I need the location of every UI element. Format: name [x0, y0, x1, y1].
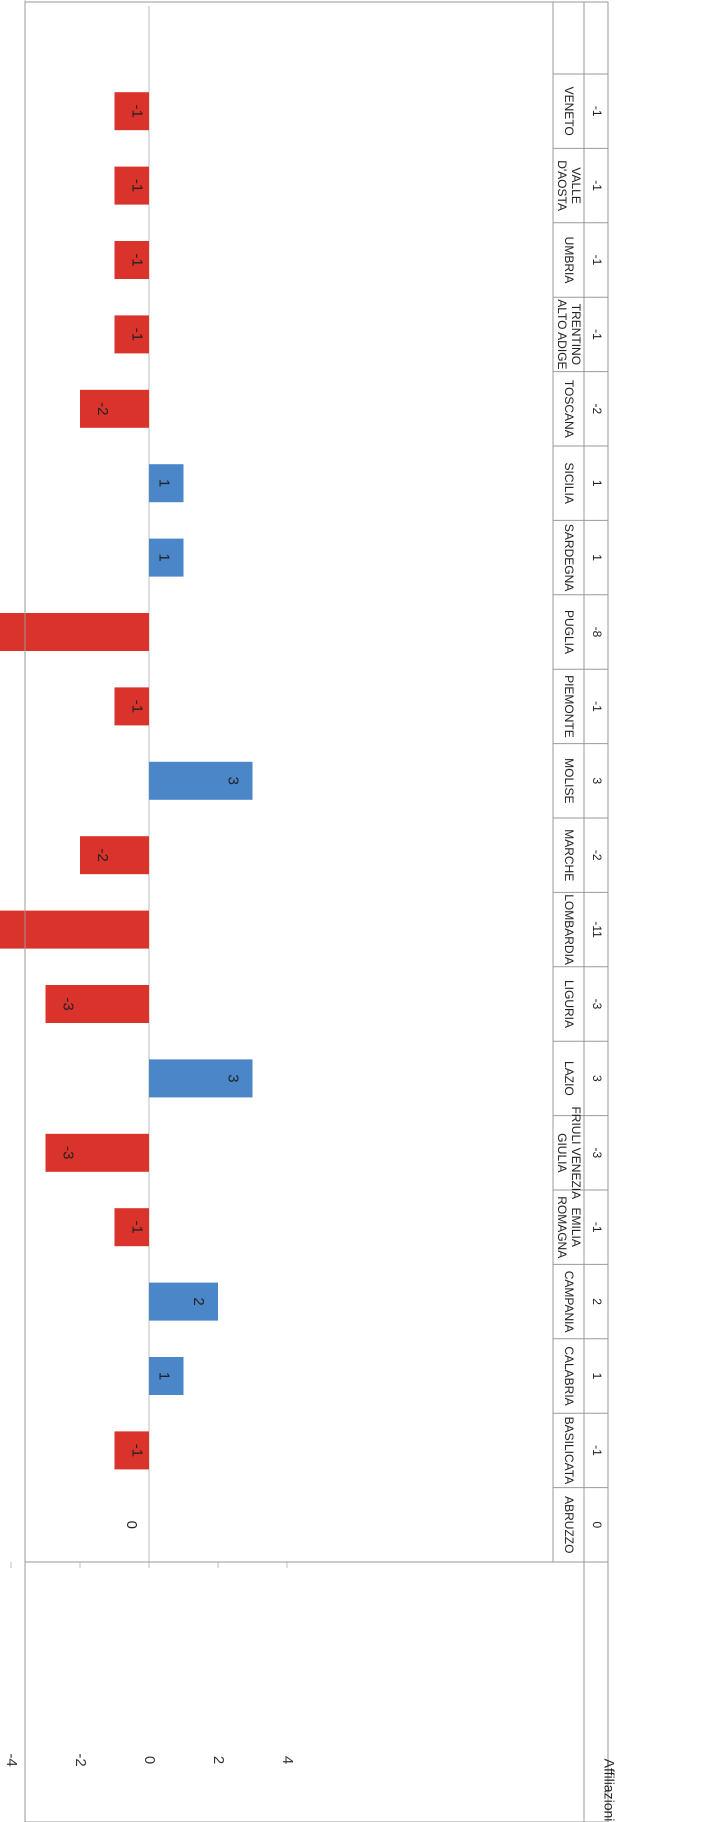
category-label: EMILIAROMAGNA [555, 1196, 583, 1258]
data-label: -3 [60, 1146, 77, 1159]
bar-veneto [114, 92, 149, 131]
category-label: LIGURIA [562, 980, 576, 1028]
table-frame-bottom [24, 1561, 609, 1822]
bar-friuli-venezia-giulia [45, 1133, 149, 1172]
table-value: -3 [590, 999, 604, 1010]
bar-puglia [0, 613, 149, 651]
table-frame [24, 1, 609, 1563]
data-label: 3 [225, 777, 242, 785]
category-label: FRIULI VENEZIAGIULIA [555, 1106, 583, 1199]
y-tick-label: 0 [141, 1756, 158, 1764]
category-label: LOMBARDIA [562, 894, 576, 965]
category-label: PIEMONTE [562, 675, 576, 738]
category-label: PUGLIA [562, 610, 576, 654]
table-value: -1 [590, 180, 604, 191]
bar-sicilia [149, 464, 184, 503]
bar-liguria [45, 985, 149, 1023]
table-value: 3 [590, 777, 604, 784]
category-label: UMBRIA [562, 237, 576, 284]
data-label: -1 [129, 1221, 146, 1234]
data-label: -2 [94, 849, 111, 862]
table-value: 3 [590, 1075, 604, 1082]
data-label: 3 [225, 1074, 242, 1082]
category-label: VENETO [562, 87, 576, 136]
y-tick-label: 2 [210, 1756, 227, 1764]
data-label: -2 [94, 402, 111, 415]
data-label: 1 [156, 479, 173, 487]
category-label: TRENTINOALTO ADIGE [555, 299, 583, 369]
bar-calabria [149, 1357, 184, 1395]
category-label: MARCHE [562, 829, 576, 881]
data-label: -1 [129, 253, 146, 266]
table-value: -1 [590, 1222, 604, 1233]
category-label: BASILICATA [562, 1417, 576, 1485]
table-value: -1 [590, 1445, 604, 1456]
bar-trentino-alto-adige [114, 315, 149, 354]
bar-lombardia [0, 910, 149, 949]
bar-basilicata [114, 1431, 149, 1470]
table-value: -8 [590, 627, 604, 638]
category-label: MOLISE [562, 758, 576, 803]
bar-campania [149, 1282, 218, 1321]
bar-valle-d-aosta [114, 166, 149, 205]
table-value: 1 [590, 554, 604, 561]
table-row-label: Affiliazioni [601, 1759, 617, 1822]
data-label: 1 [156, 1372, 173, 1380]
table-value: 0 [590, 1521, 604, 1528]
data-label: 0 [123, 1521, 140, 1529]
category-label: LAZIO [562, 1061, 576, 1096]
table-value: -11 [590, 921, 604, 938]
bar-emilia-romagna [114, 1208, 149, 1247]
table-value: -1 [590, 106, 604, 117]
data-label: -1 [129, 700, 146, 713]
axis-layer: -4 -2 0 2 4 [3, 0, 296, 1767]
bar-umbria [114, 241, 149, 279]
bar-molise [149, 761, 253, 800]
bar-toscana [80, 389, 149, 428]
table-value: -2 [590, 850, 604, 861]
data-label: -1 [129, 105, 146, 118]
data-label: -1 [129, 328, 146, 341]
table-value: -1 [590, 255, 604, 266]
bar-sardegna [149, 538, 184, 577]
table-value: -1 [590, 701, 604, 712]
table-value: 1 [590, 1373, 604, 1380]
y-tick-label: -2 [72, 1753, 89, 1766]
category-label: SARDEGNA [562, 524, 576, 591]
data-table: Affiliazioni ABRUZZO 0 BASILICATA -1 CALABRIA… [24, 1, 617, 1822]
table-value: -3 [590, 1147, 604, 1158]
data-label: -1 [129, 179, 146, 192]
table-value: 1 [590, 480, 604, 487]
bars-layer [0, 92, 253, 1470]
data-label: 2 [190, 1297, 207, 1305]
category-label: SICILIA [562, 463, 576, 504]
table-value: -2 [590, 403, 604, 414]
y-tick-label: -4 [3, 1753, 20, 1766]
bar-piemonte [114, 687, 149, 726]
data-label: -3 [60, 997, 77, 1010]
data-label: 1 [156, 553, 173, 561]
category-label: TOSCANA [562, 380, 576, 438]
bar-lazio [149, 1059, 253, 1098]
data-label: -1 [129, 1444, 146, 1457]
category-label: CALABRIA [562, 1346, 576, 1405]
category-label: CAMPANIA [562, 1271, 576, 1333]
y-tick-label: 4 [279, 1756, 296, 1764]
bar-marche [80, 836, 149, 875]
labels-layer: 0-112-1-33-3-11-23-1-811-2-1-1-1-1 [60, 105, 242, 1529]
category-label: VALLED'AOSTA [555, 160, 583, 211]
category-label: ABRUZZO [562, 1496, 576, 1553]
table-value: 2 [590, 1298, 604, 1305]
table-value: -1 [590, 329, 604, 340]
